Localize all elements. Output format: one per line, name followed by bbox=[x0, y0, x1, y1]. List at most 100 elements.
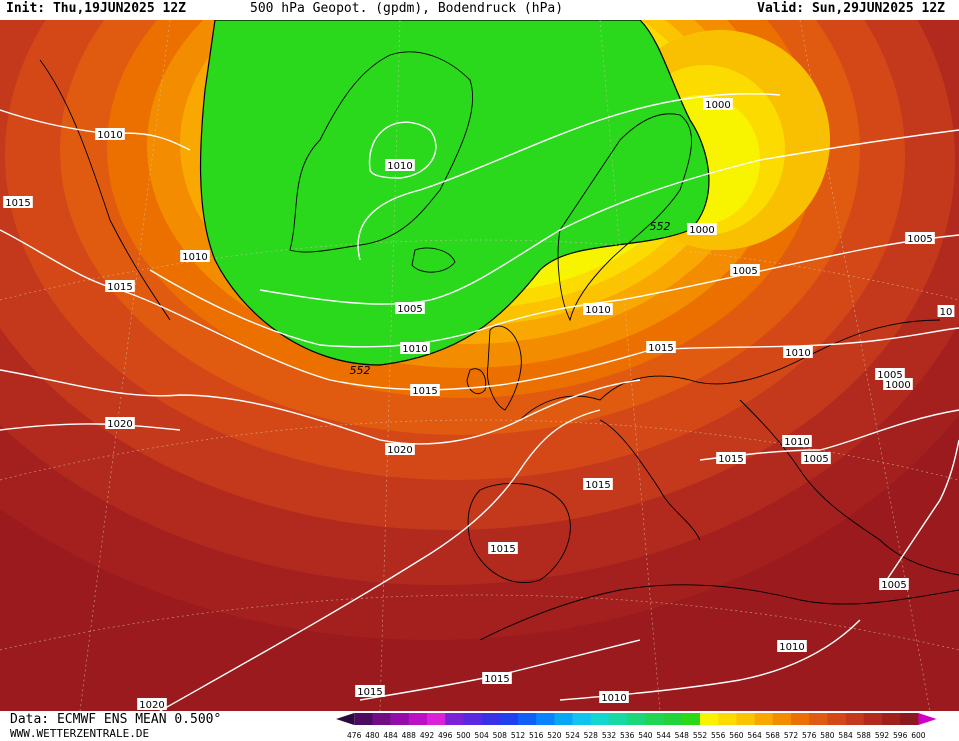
legend-swatch bbox=[445, 713, 464, 725]
legend-tick-label: 492 bbox=[420, 731, 435, 740]
coastlines bbox=[39, 51, 959, 641]
legend-swatch bbox=[827, 713, 846, 725]
legend-swatch bbox=[572, 713, 592, 725]
legend-tick-label: 536 bbox=[620, 731, 635, 740]
isobar-label-text: 1005 bbox=[881, 580, 906, 591]
legend-tick-label: 572 bbox=[784, 731, 799, 740]
legend-tick-label: 596 bbox=[893, 731, 908, 740]
legend-swatch bbox=[627, 713, 646, 725]
init-time: Init: Thu,19JUN2025 12Z bbox=[6, 1, 187, 16]
isobar-label: 1010 bbox=[385, 159, 415, 172]
weather-map: 1010 1015 1010 1015 1010 1005 1010 1015 1020 1020… bbox=[0, 20, 959, 711]
isobar-label-text: 1010 bbox=[387, 161, 412, 172]
isobar-label-text: 1010 bbox=[779, 642, 804, 653]
isobar-label: 1010 bbox=[583, 303, 613, 316]
isobar-label: 1000 bbox=[883, 378, 913, 391]
color-legend: 476 480 484 488 492 496 500 504 508 512 516 520 524 5… bbox=[336, 713, 937, 740]
legend-tick-label: 556 bbox=[711, 731, 726, 740]
legend-swatch bbox=[845, 713, 865, 725]
legend-swatch bbox=[609, 713, 628, 725]
isobar-label: 1020 bbox=[137, 698, 167, 711]
isobar-label: 1015 bbox=[482, 672, 512, 685]
isobar-label: 1010 bbox=[180, 250, 210, 263]
isobar-label-text: 1020 bbox=[107, 419, 132, 430]
isobar-label: 1020 bbox=[105, 417, 135, 430]
legend-tick-label: 480 bbox=[365, 731, 380, 740]
isobar-label: 1005 bbox=[801, 452, 831, 465]
isobar-label: 1015 bbox=[646, 341, 676, 354]
legend-tick-label: 584 bbox=[838, 731, 853, 740]
legend-swatch bbox=[354, 713, 373, 725]
isobar-label: 1015 bbox=[716, 452, 746, 465]
isobar-label-text: 1015 bbox=[648, 343, 673, 354]
isobar-label: 1015 bbox=[410, 384, 440, 397]
isobar-label-text: 1010 bbox=[601, 693, 626, 704]
legend-swatch bbox=[481, 713, 501, 725]
isobar-label-text: 1010 bbox=[585, 305, 610, 316]
isobar-label-text: 1010 bbox=[182, 252, 207, 263]
legend-tick-label: 476 bbox=[347, 731, 362, 740]
isobar-label-text: 1005 bbox=[803, 454, 828, 465]
isobar-label: 1015 bbox=[583, 478, 613, 491]
map-footer: Data: ECMWF ENS MEAN 0.500° WWW.WETTERZE… bbox=[0, 711, 959, 741]
isobar-label: 10 bbox=[937, 305, 955, 318]
isobar-label-text: 1015 bbox=[484, 674, 509, 685]
legend-tick-label: 496 bbox=[438, 731, 453, 740]
isobar-label: 1010 bbox=[95, 128, 125, 141]
map-header: Init: Thu,19JUN2025 12Z 500 hPa Geopot. … bbox=[0, 0, 959, 20]
legend-swatch bbox=[518, 713, 537, 725]
legend-tick-label: 500 bbox=[456, 731, 471, 740]
isobar-label: 1010 bbox=[777, 640, 807, 653]
legend-tick-label: 520 bbox=[547, 731, 562, 740]
legend-tick-label: 600 bbox=[911, 731, 926, 740]
isobar-label: 1005 bbox=[730, 264, 760, 277]
legend-tick-label: 560 bbox=[729, 731, 744, 740]
isobar-label-text: 1000 bbox=[705, 100, 730, 111]
isobar-label-text: 1015 bbox=[107, 282, 132, 293]
legend-tick-label: 580 bbox=[820, 731, 835, 740]
legend-swatch bbox=[663, 713, 683, 725]
legend-swatch bbox=[427, 713, 446, 725]
isobar-label-text: 1015 bbox=[585, 480, 610, 491]
legend-tick-label: 564 bbox=[747, 731, 762, 740]
isobar-label-text: 1015 bbox=[5, 198, 30, 209]
legend-tick-label: 524 bbox=[565, 731, 580, 740]
isobar-label: 1005 bbox=[879, 578, 909, 591]
geopotential-label: 552 bbox=[650, 220, 671, 233]
legend-swatch bbox=[772, 713, 792, 725]
isobar-label: 1015 bbox=[3, 196, 33, 209]
isobar-label-text: 1005 bbox=[907, 234, 932, 245]
isobar-label-text: 1020 bbox=[139, 700, 164, 711]
isobar-label-text: 1015 bbox=[718, 454, 743, 465]
legend-swatch bbox=[390, 713, 410, 725]
legend-swatch bbox=[700, 713, 719, 725]
legend-swatch bbox=[754, 713, 774, 725]
isobar-label: 1015 bbox=[488, 542, 518, 555]
legend-swatch bbox=[554, 713, 573, 725]
isobar-label: 1010 bbox=[783, 346, 813, 359]
legend-tick-label: 544 bbox=[656, 731, 671, 740]
isobar-label: 1005 bbox=[875, 368, 905, 381]
legend-tick-label: 540 bbox=[638, 731, 653, 740]
legend-swatch bbox=[590, 713, 610, 725]
legend-tick-label: 512 bbox=[511, 731, 526, 740]
website-url: WWW.WETTERZENTRALE.DE bbox=[10, 727, 150, 740]
legend-swatch bbox=[809, 713, 828, 725]
isobar-label: 1000 bbox=[703, 98, 733, 111]
isobar-label-text: 1015 bbox=[490, 544, 515, 555]
isobar-label: 1005 bbox=[395, 302, 425, 315]
isobar-label-text: 1010 bbox=[402, 344, 427, 355]
legend-tick-label: 528 bbox=[584, 731, 599, 740]
legend-swatch bbox=[463, 713, 482, 725]
legend-swatch bbox=[681, 713, 701, 725]
isobar-label: 1010 bbox=[599, 691, 629, 704]
legend-swatch bbox=[536, 713, 555, 725]
geopotential-labels: 552 552 bbox=[350, 220, 671, 377]
isobar-label: 1015 bbox=[105, 280, 135, 293]
legend-tick-label: 588 bbox=[857, 731, 872, 740]
legend-tick-label: 568 bbox=[766, 731, 781, 740]
legend-tick-label: 592 bbox=[875, 731, 890, 740]
legend-swatch bbox=[336, 713, 355, 725]
isobar-label-text: 1005 bbox=[397, 304, 422, 315]
legend-swatch bbox=[918, 713, 937, 725]
